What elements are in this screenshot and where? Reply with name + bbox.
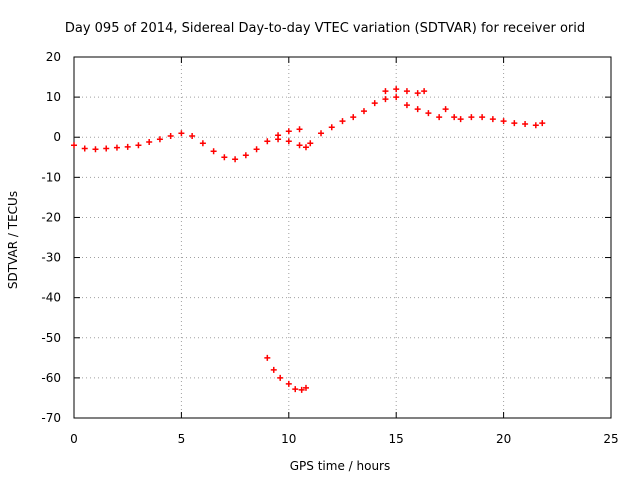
data-point xyxy=(302,144,309,151)
data-point xyxy=(285,380,292,387)
data-point xyxy=(242,152,249,159)
data-point xyxy=(81,145,88,152)
data-point xyxy=(425,110,432,117)
data-point xyxy=(167,133,174,140)
data-point xyxy=(156,136,163,143)
data-point xyxy=(328,124,335,131)
data-point xyxy=(210,148,217,155)
y-axis-label: SDTVAR / TECUs xyxy=(6,191,20,289)
x-tick-label: 25 xyxy=(603,432,618,446)
data-point xyxy=(113,144,120,151)
series-sdtvar xyxy=(71,86,546,393)
y-tick-label: -60 xyxy=(41,371,61,385)
axis-ticks: 0 5 10 15 20 25 20 10 0 -10 -20 -30 -40 -50 -60 -70 xyxy=(41,50,618,446)
data-point xyxy=(489,116,496,123)
x-tick-label: 15 xyxy=(389,432,404,446)
data-point xyxy=(135,142,142,149)
data-point xyxy=(442,106,449,113)
x-tick-label: 5 xyxy=(178,432,186,446)
data-point xyxy=(371,100,378,107)
x-tick-label: 0 xyxy=(70,432,78,446)
y-tick-label: -10 xyxy=(41,170,61,184)
y-tick-label: -50 xyxy=(41,331,61,345)
data-point xyxy=(393,86,400,93)
data-point xyxy=(264,138,271,145)
data-point xyxy=(302,384,309,391)
data-point xyxy=(296,142,303,149)
data-point xyxy=(285,128,292,135)
data-point xyxy=(436,114,443,121)
data-point xyxy=(253,146,260,153)
data-point xyxy=(296,126,303,133)
x-axis-label: GPS time / hours xyxy=(290,459,391,473)
x-tick-label: 10 xyxy=(281,432,296,446)
data-point xyxy=(421,88,428,95)
data-point xyxy=(382,96,389,103)
y-tick-label: 10 xyxy=(46,90,61,104)
data-point xyxy=(350,114,357,121)
data-point xyxy=(532,122,539,129)
data-point xyxy=(275,136,282,143)
chart-title: Day 095 of 2014, Sidereal Day-to-day VTE… xyxy=(65,21,585,36)
data-point xyxy=(103,145,110,152)
grid xyxy=(74,57,611,418)
data-point xyxy=(318,130,325,137)
data-point xyxy=(468,114,475,121)
data-point xyxy=(382,88,389,95)
data-point xyxy=(414,90,421,97)
data-point xyxy=(92,146,99,153)
data-point xyxy=(232,156,239,163)
data-point xyxy=(199,140,206,147)
data-point xyxy=(307,140,314,147)
data-point xyxy=(457,116,464,123)
data-point xyxy=(178,130,185,137)
data-point xyxy=(451,114,458,121)
data-point xyxy=(522,120,529,127)
y-tick-label: -70 xyxy=(41,411,61,425)
data-point xyxy=(511,120,518,127)
y-tick-label: 0 xyxy=(53,130,61,144)
data-point xyxy=(339,118,346,125)
data-point xyxy=(539,120,546,127)
x-tick-label: 20 xyxy=(496,432,511,446)
data-series xyxy=(71,86,546,393)
data-point xyxy=(277,374,284,381)
data-point xyxy=(292,386,299,393)
data-point xyxy=(414,106,421,113)
data-point xyxy=(403,88,410,95)
data-point xyxy=(264,354,271,361)
y-tick-label: -30 xyxy=(41,251,61,265)
data-point xyxy=(298,386,305,393)
y-tick-label: -20 xyxy=(41,210,61,224)
data-point xyxy=(221,154,228,161)
y-tick-label: 20 xyxy=(46,50,61,64)
data-point xyxy=(479,114,486,121)
data-point xyxy=(393,94,400,101)
data-point xyxy=(500,118,507,125)
data-point xyxy=(270,366,277,373)
data-point xyxy=(124,143,131,150)
data-point xyxy=(146,139,153,146)
data-point xyxy=(71,142,77,149)
data-point xyxy=(360,108,367,115)
y-tick-label: -40 xyxy=(41,291,61,305)
data-point xyxy=(189,133,196,140)
data-point xyxy=(403,102,410,109)
data-point xyxy=(285,138,292,145)
plot-frame xyxy=(73,56,612,419)
